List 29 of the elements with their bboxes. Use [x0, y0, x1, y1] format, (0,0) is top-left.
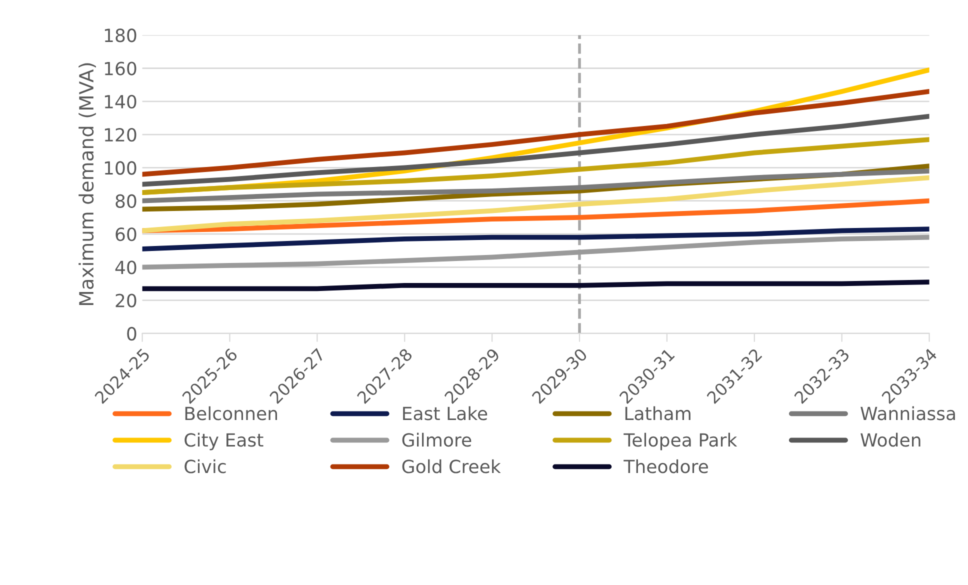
legend-label: Theodore	[624, 459, 708, 474]
legend-label: Latham	[625, 406, 690, 420]
line-series	[142, 175, 930, 234]
legend-label: Gold Creek	[402, 459, 501, 474]
y-tick-label: 40	[115, 260, 136, 274]
line-series	[142, 114, 930, 187]
y-tick-label: 20	[116, 294, 136, 308]
legend-label: Civic	[184, 459, 226, 474]
legend-label: Wanniassa	[860, 406, 955, 420]
y-tick-label: 180	[104, 28, 136, 42]
line-series	[142, 226, 930, 252]
legend-label: Telopea Park	[624, 432, 738, 450]
line-series	[142, 168, 930, 204]
y-axis-title: Maximum demand (MVA)	[78, 63, 96, 306]
y-tick-label: 120	[104, 128, 136, 142]
legend-label: East Lake	[403, 406, 488, 420]
legend-label: Woden	[860, 432, 920, 447]
y-tick-label: 140	[104, 94, 136, 109]
legend-label: Gilmore	[402, 432, 472, 447]
y-tick-label: 80	[116, 194, 136, 208]
y-tick-label: 160	[104, 62, 136, 76]
legend-label: City East	[184, 432, 264, 450]
legend-label: Belconnen	[185, 406, 278, 420]
line-series	[142, 280, 930, 292]
y-tick-label: 60	[116, 227, 136, 242]
y-tick-label: 0	[127, 326, 136, 341]
line-series	[142, 89, 930, 177]
y-tick-label: 100	[104, 161, 136, 175]
line-series	[142, 137, 930, 195]
